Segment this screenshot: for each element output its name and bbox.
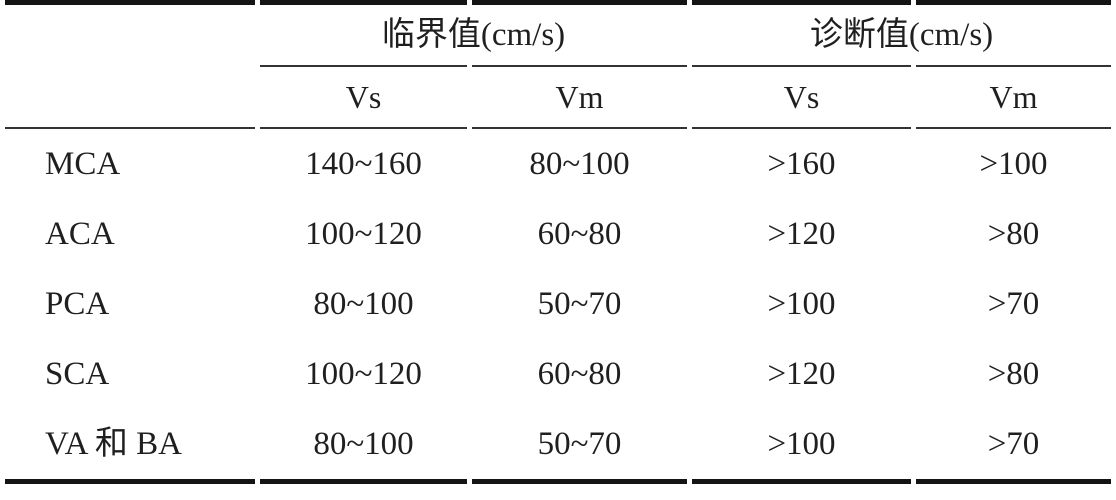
table-row-mca: MCA 140~160 80~100 >160 >100	[5, 129, 1111, 199]
cell-critical-vs: 80~100	[313, 285, 414, 322]
group-header-diagnostic-value: 诊断值(cm/s)	[809, 16, 994, 53]
table-row-aca: ACA 100~120 60~80 >120 >80	[5, 199, 1111, 269]
cell-diagnostic-vm: >100	[979, 145, 1048, 182]
sub-header-row: Vs Vm Vs Vm	[5, 65, 1111, 129]
table-row-va-ba: VA 和 BA 80~100 50~70 >100 >70	[5, 409, 1111, 484]
subheader-diagnostic-vm: Vm	[916, 65, 1111, 129]
cell-critical-vs: 100~120	[305, 355, 422, 392]
row-label: MCA	[45, 145, 121, 182]
cell-critical-vm: 50~70	[472, 409, 687, 484]
row-label: ACA	[45, 215, 115, 252]
table-row-pca: PCA 80~100 50~70 >100 >70	[5, 269, 1111, 339]
corner-cell-empty	[5, 5, 255, 65]
cell-diagnostic-vs: >120	[767, 215, 836, 252]
top-rule-segment	[5, 0, 255, 5]
group-header-critical-value: 临界值(cm/s)	[381, 16, 566, 53]
cell-critical-vs: 140~160	[305, 145, 422, 182]
cell-diagnostic-vm: >70	[987, 285, 1040, 322]
cell-critical-vm: 50~70	[537, 285, 622, 322]
subheader-critical-vm: Vm	[472, 65, 687, 129]
velocity-criteria-table: 临界值(cm/s) 诊断值(cm/s) Vs Vm Vs Vm MCA 140~…	[5, 0, 1111, 484]
row-label: SCA	[45, 355, 110, 392]
top-rule-segment	[692, 0, 911, 5]
cell-critical-vm: 60~80	[537, 355, 622, 392]
top-rule-segment	[260, 0, 467, 5]
cell-diagnostic-vs: >100	[692, 409, 911, 484]
cell-diagnostic-vs: >120	[767, 355, 836, 392]
row-label: VA 和 BA	[5, 409, 255, 484]
cell-critical-vm: 60~80	[537, 215, 622, 252]
cell-critical-vm: 80~100	[529, 145, 630, 182]
table-row-sca: SCA 100~120 60~80 >120 >80	[5, 339, 1111, 409]
cell-diagnostic-vs: >160	[767, 145, 836, 182]
top-rule-segment	[916, 0, 1111, 5]
cell-critical-vs: 100~120	[305, 215, 422, 252]
cell-critical-vs: 80~100	[260, 409, 467, 484]
cell-diagnostic-vm: >80	[987, 355, 1040, 392]
row-label: PCA	[45, 285, 110, 322]
subheader-empty-cell	[5, 65, 255, 129]
group-header-row: 临界值(cm/s) 诊断值(cm/s)	[5, 5, 1111, 65]
table-top-rule	[5, 0, 1111, 5]
subheader-diagnostic-vs: Vs	[692, 65, 911, 129]
cell-diagnostic-vs: >100	[767, 285, 836, 322]
cell-diagnostic-vm: >80	[987, 215, 1040, 252]
cell-diagnostic-vm: >70	[916, 409, 1111, 484]
subheader-critical-vs: Vs	[260, 65, 467, 129]
top-rule-segment	[472, 0, 687, 5]
